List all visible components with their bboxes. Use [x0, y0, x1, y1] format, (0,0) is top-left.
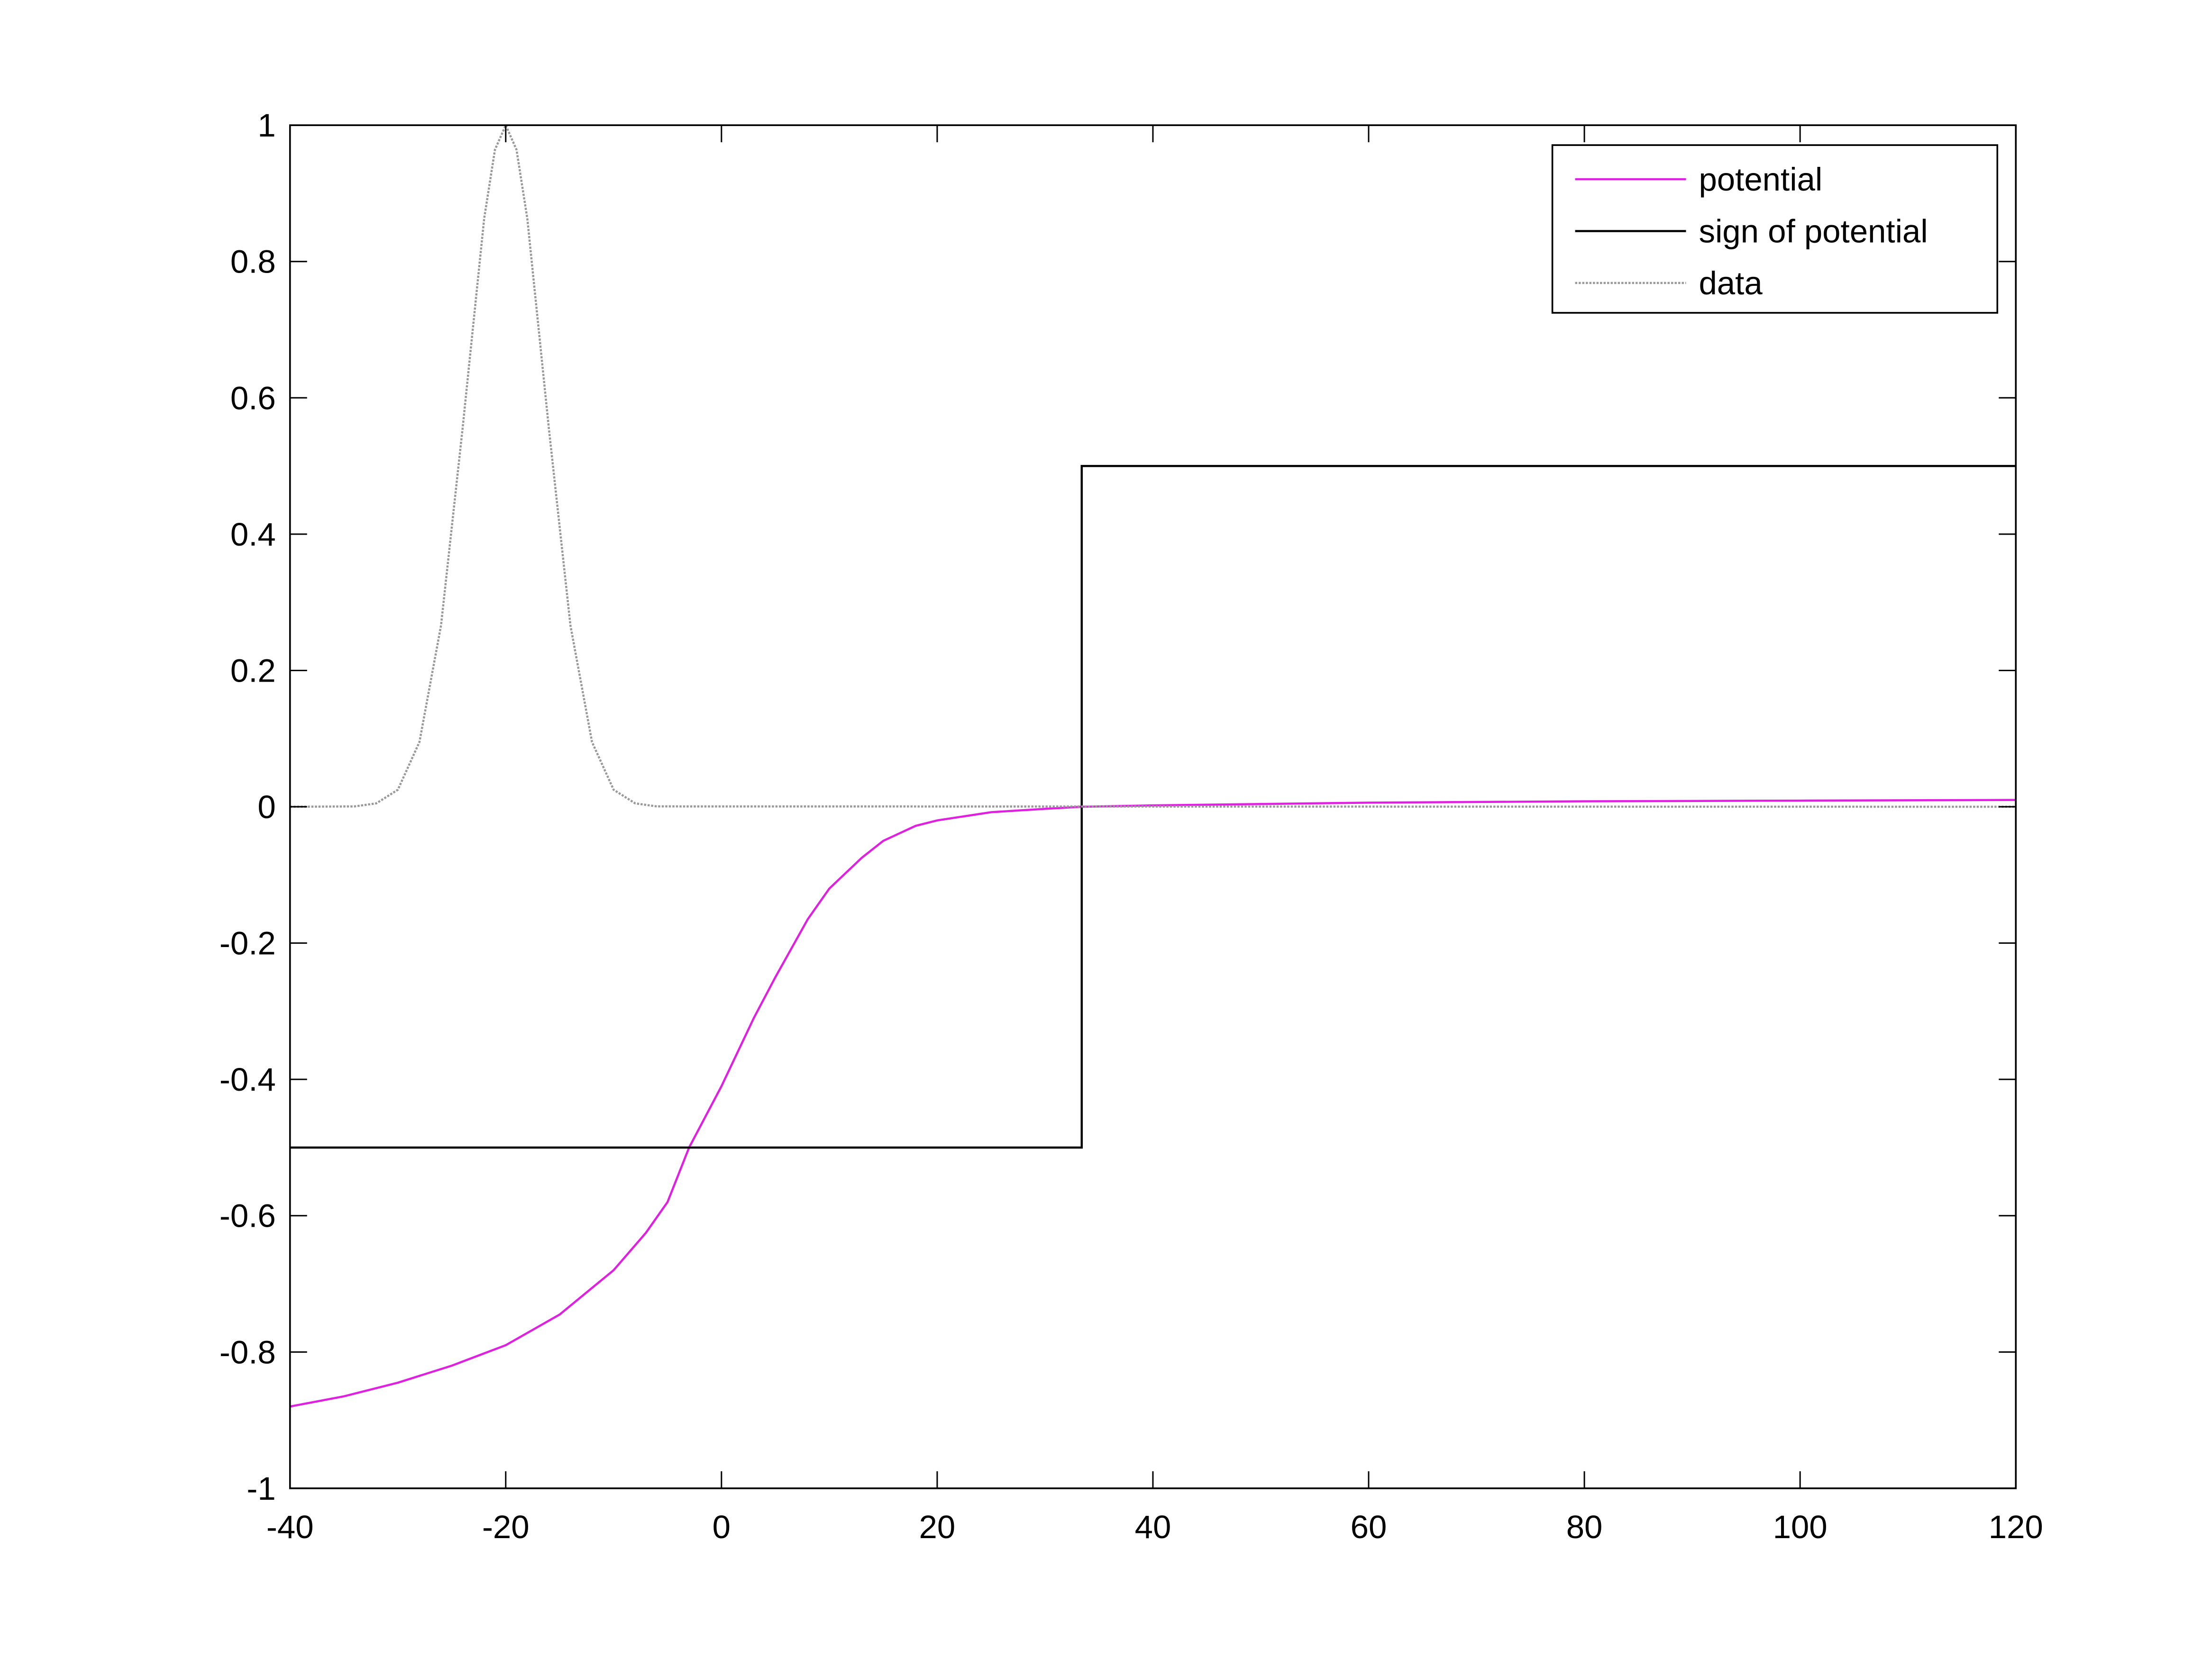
y-tick-label: 1	[257, 107, 275, 144]
x-tick-label: -40	[266, 1509, 314, 1545]
x-tick-label: -20	[482, 1509, 530, 1545]
legend: potential sign of potential data	[1551, 144, 1998, 314]
y-tick-label: 0.2	[230, 652, 276, 689]
x-tick-label: 40	[1135, 1509, 1171, 1545]
y-tick-label: 0.6	[230, 380, 276, 416]
y-tick-label: 0	[257, 789, 275, 825]
y-tick-label: 0.4	[230, 516, 276, 553]
legend-box	[1551, 144, 1998, 314]
x-tick-label: 100	[1773, 1509, 1828, 1545]
y-tick-label: -0.2	[219, 925, 276, 962]
y-tick-label: -0.4	[219, 1061, 276, 1098]
legend-label: potential	[1699, 161, 1822, 198]
x-tick-label: 60	[1351, 1509, 1387, 1545]
series-line	[290, 122, 2016, 808]
x-tick-label: 120	[1989, 1509, 2043, 1545]
x-tick-label: 20	[919, 1509, 956, 1545]
y-tick-label: -0.8	[219, 1334, 276, 1370]
y-tick-label: 0.8	[230, 244, 276, 280]
x-tick-label: 0	[713, 1509, 731, 1545]
legend-label: data	[1699, 265, 1763, 301]
legend-label: sign of potential	[1699, 213, 1928, 250]
x-tick-label: 80	[1566, 1509, 1603, 1545]
y-tick-label: -0.6	[219, 1198, 276, 1234]
y-tick-label: -1	[247, 1470, 275, 1507]
